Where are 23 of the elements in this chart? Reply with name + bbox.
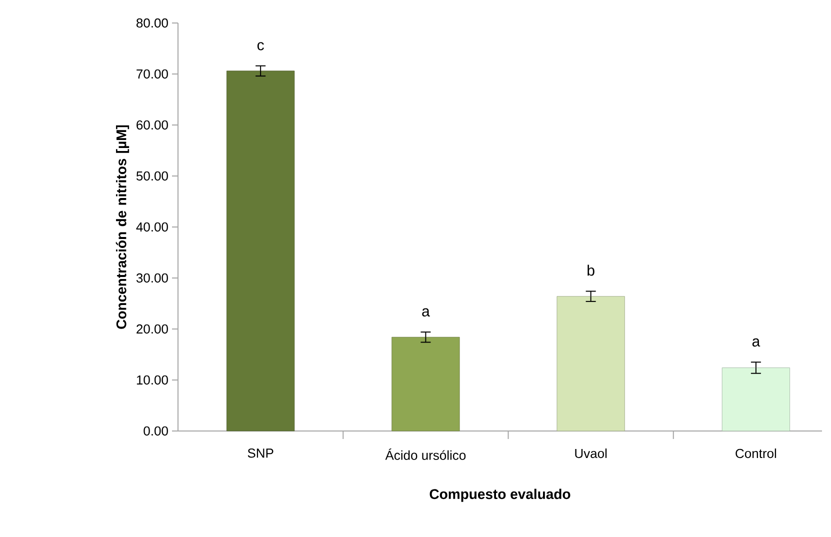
y-tick-label: 0.00 [144,426,168,436]
annotation: a [752,338,760,347]
bar [722,368,790,432]
y-tick-label: 70.00 [136,69,168,79]
bar [392,336,460,432]
annotation: c [257,42,264,50]
y-tick-label: 50.00 [136,171,168,181]
y-tick-label: 60.00 [136,120,168,130]
y-tick-label: 80.00 [136,18,168,28]
y-tick-label: 30.00 [136,273,168,283]
x-tick-label: SNP [248,448,274,458]
x-tick-label: Ácido ursólico [385,448,466,460]
x-tick-label: Uvaol [575,448,607,458]
y-tick-label: 10.00 [136,375,168,385]
y-axis-title: Concentración de nitritos [µM] [116,125,130,329]
x-tick-label: Control [736,448,776,458]
annotation: b [588,264,594,276]
y-tick-label: 20.00 [136,324,168,334]
annotation: a [422,308,430,317]
bar [556,296,625,432]
bar [226,70,295,432]
x-axis-title: Compuesto evaluado [430,488,570,502]
y-tick-label: 40.00 [136,222,168,232]
